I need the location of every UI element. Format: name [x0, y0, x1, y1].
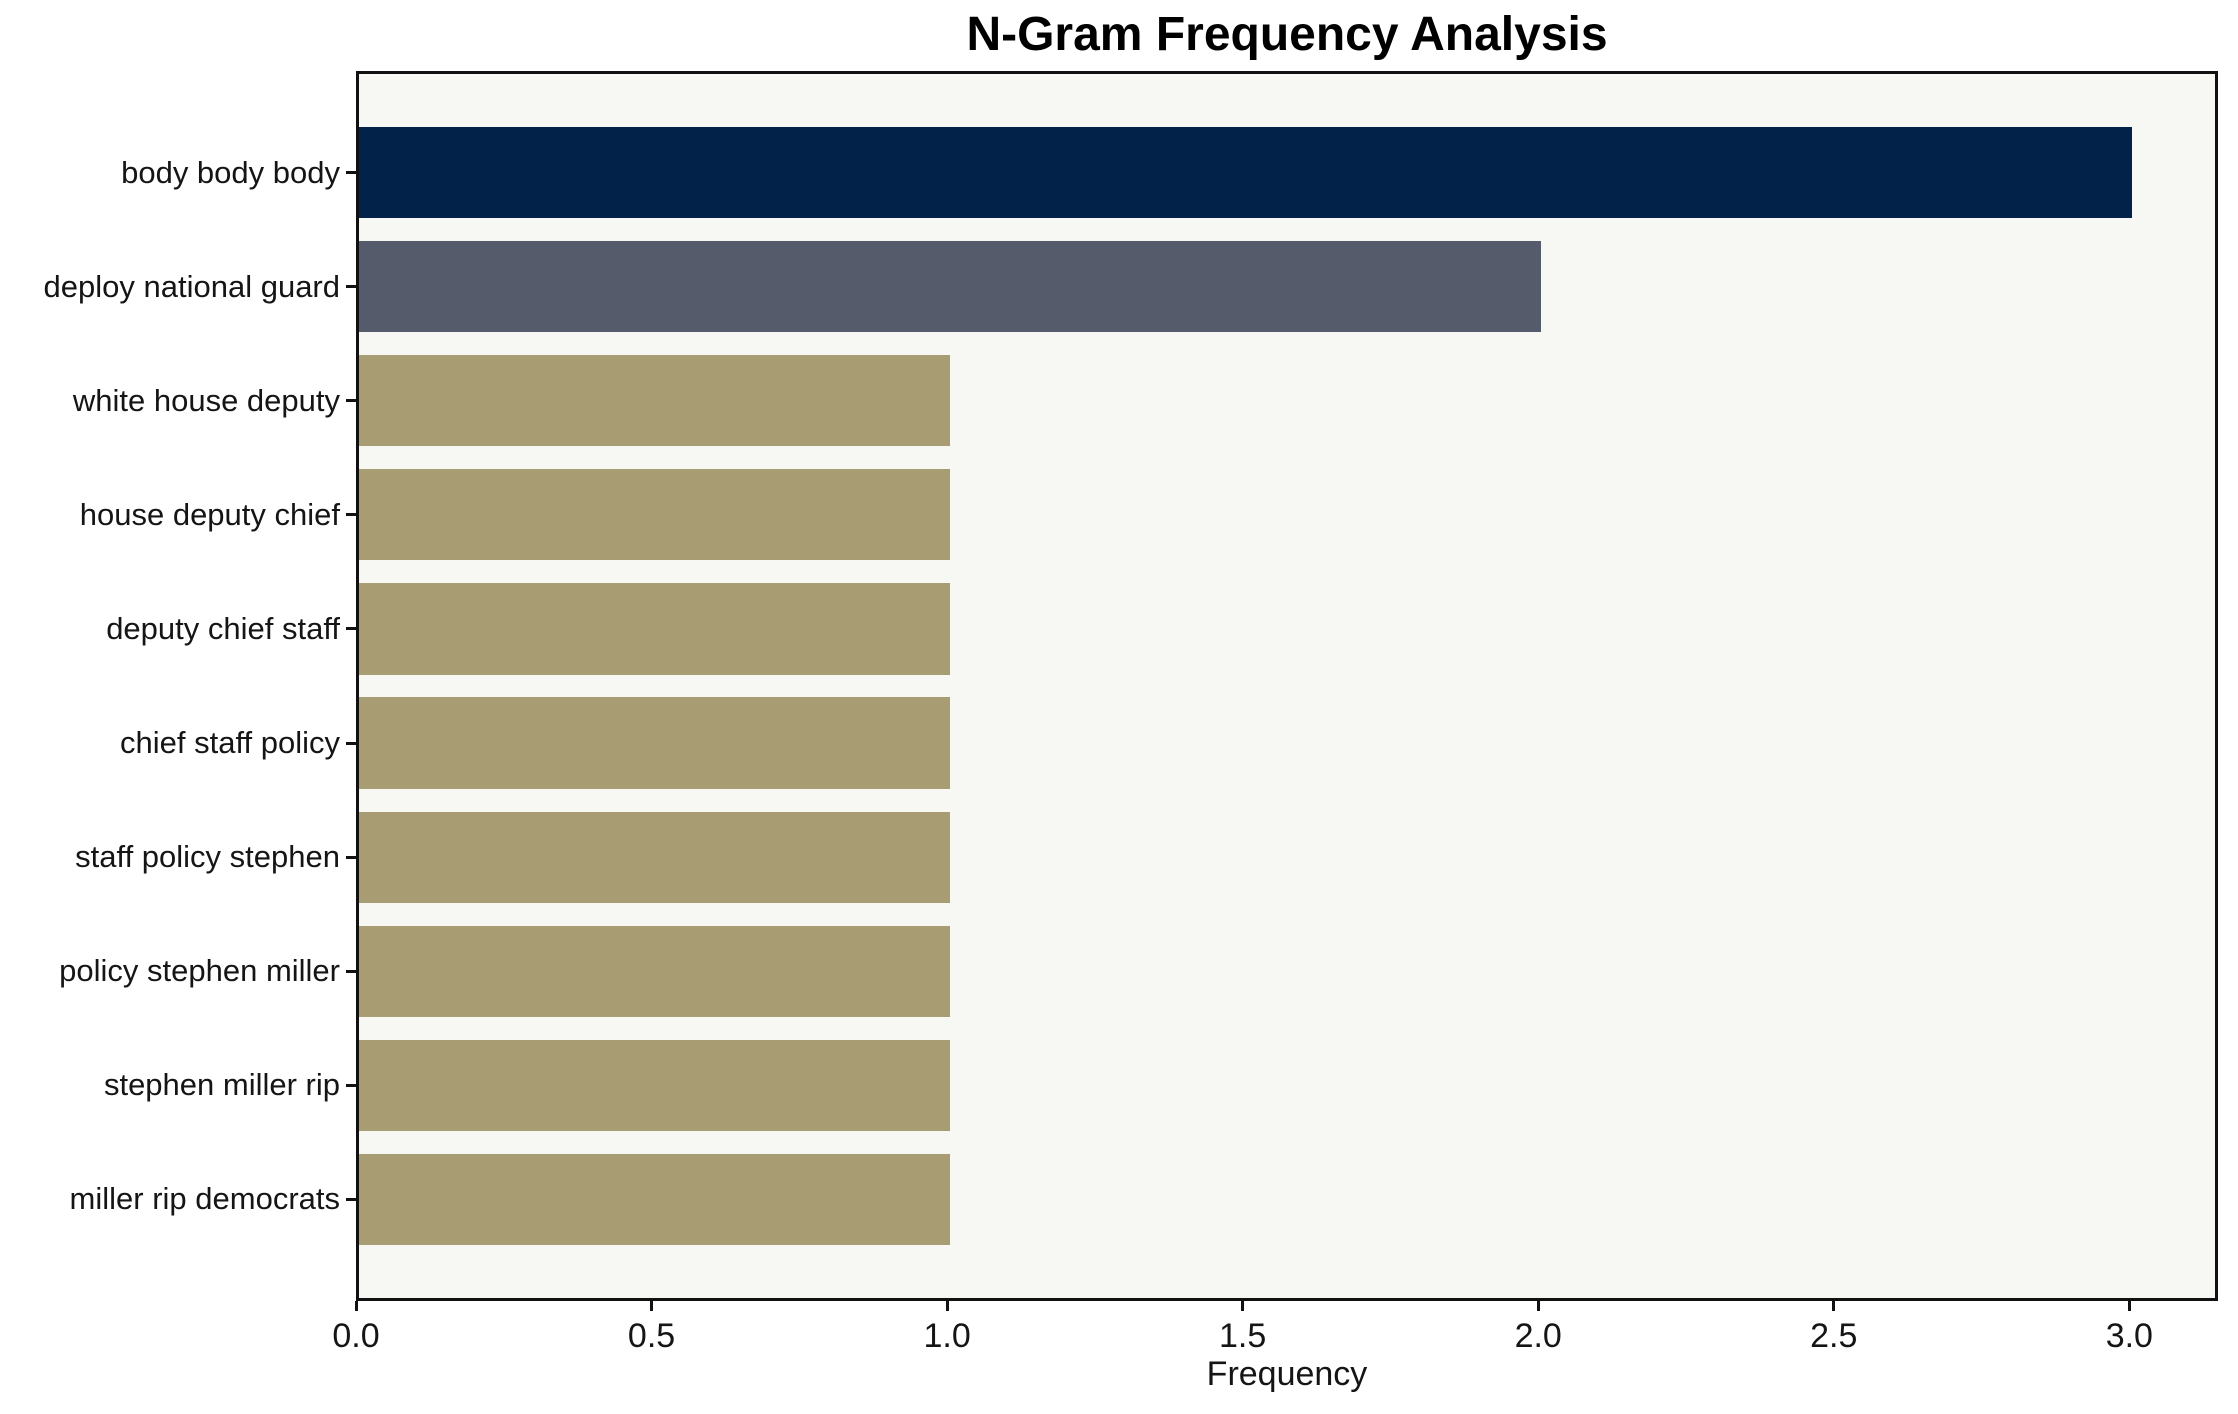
y-tick-label: policy stephen miller	[59, 953, 340, 989]
chart-title: N-Gram Frequency Analysis	[966, 8, 1608, 61]
x-tick-mark	[1832, 1301, 1836, 1311]
bar-6	[359, 697, 951, 789]
bar-8	[359, 925, 951, 1017]
y-tick-label: deploy national guard	[43, 268, 340, 304]
x-tick-label: 0.5	[627, 1317, 676, 1355]
bar-7	[359, 811, 951, 903]
x-tick-mark	[650, 1301, 654, 1311]
x-axis-title: Frequency	[1206, 1355, 1368, 1393]
y-tick-label: house deputy chief	[79, 496, 340, 532]
x-tick-label: 1.5	[1219, 1317, 1267, 1355]
bar-3	[359, 355, 951, 447]
bar-9	[359, 1039, 951, 1131]
x-tick-mark	[2127, 1301, 2131, 1311]
x-tick-mark	[1241, 1301, 1245, 1311]
x-tick-label: 3.0	[2105, 1317, 2153, 1355]
y-tick-mark	[346, 855, 356, 859]
y-tick-mark	[346, 513, 356, 517]
plot-area	[356, 71, 2218, 1301]
bar-5	[359, 583, 951, 675]
y-tick-label: chief staff policy	[120, 725, 340, 761]
y-tick-mark	[346, 969, 356, 973]
y-tick-mark	[346, 285, 356, 289]
x-tick-mark	[945, 1301, 949, 1311]
bar-10	[359, 1153, 951, 1246]
y-tick-mark	[346, 1197, 356, 1201]
y-tick-label: stephen miller rip	[103, 1067, 340, 1103]
y-tick-mark	[346, 1083, 356, 1087]
y-tick-label: deputy chief staff	[106, 610, 340, 646]
x-tick-mark	[1536, 1301, 1540, 1311]
y-tick-label: white house deputy	[72, 382, 340, 418]
y-tick-mark	[346, 171, 356, 175]
y-tick-mark	[346, 399, 356, 403]
y-tick-mark	[346, 741, 356, 745]
x-tick-mark	[354, 1301, 358, 1311]
x-tick-label: 1.0	[923, 1317, 971, 1355]
x-tick-label: 2.0	[1514, 1317, 1562, 1355]
y-tick-mark	[346, 627, 356, 631]
x-tick-label: 0.0	[332, 1317, 380, 1355]
bar-4	[359, 469, 951, 561]
y-tick-label: miller rip democrats	[69, 1181, 340, 1217]
x-tick-label: 2.5	[1810, 1317, 1858, 1355]
y-tick-label: staff policy stephen	[75, 839, 340, 875]
y-tick-label: body body body	[121, 154, 340, 190]
bar-1	[359, 126, 2133, 219]
bar-2	[359, 241, 1542, 333]
